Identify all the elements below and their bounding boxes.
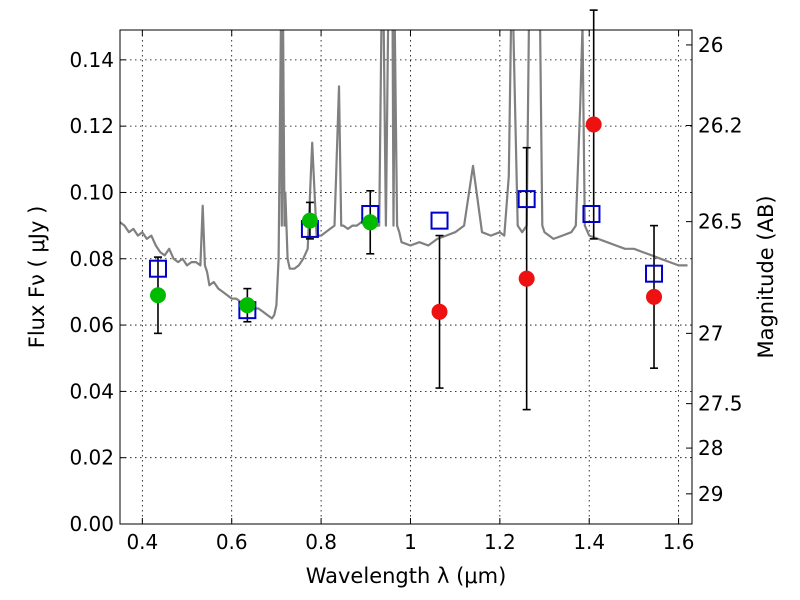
detection-point bbox=[362, 214, 379, 231]
y-tick-label: 0.00 bbox=[69, 512, 114, 536]
y2-tick-label: 26.2 bbox=[698, 113, 743, 137]
upper-point bbox=[585, 116, 602, 133]
y2-tick-label: 27 bbox=[698, 321, 723, 345]
y-tick-label: 0.14 bbox=[69, 48, 114, 72]
upper-point bbox=[431, 303, 448, 320]
x-tick-label: 1.6 bbox=[663, 530, 695, 554]
model-flux-square bbox=[517, 190, 536, 209]
detection-point bbox=[239, 297, 256, 314]
y-axis-label: Flux Fν ( μJy ) bbox=[25, 206, 49, 349]
y-tick-label: 0.04 bbox=[69, 379, 114, 403]
y2-tick-label: 29 bbox=[698, 482, 723, 506]
x-axis-label: Wavelength λ (μm) bbox=[306, 564, 507, 588]
axis-ticks: 0.4 0.6 0.8 1 1.2 1.4 1.6 0.00 0.02 0.04 0.06 0.08 0… bbox=[69, 30, 743, 554]
upper-point bbox=[646, 288, 663, 305]
y-tick-label: 0.12 bbox=[69, 114, 114, 138]
y2-tick-label: 27.5 bbox=[698, 392, 743, 416]
grid bbox=[120, 30, 692, 525]
model-flux-square bbox=[148, 259, 167, 278]
x-tick-label: 0.4 bbox=[126, 530, 158, 554]
model-flux-square bbox=[645, 264, 664, 283]
x-tick-label: 0.8 bbox=[305, 530, 337, 554]
plot-frame bbox=[119, 29, 693, 525]
y-tick-label: 0.10 bbox=[69, 180, 114, 204]
model-spectrum bbox=[120, 30, 688, 320]
y2-tick-label: 28 bbox=[698, 436, 723, 460]
y-tick-label: 0.08 bbox=[69, 247, 114, 271]
model-flux-square bbox=[582, 205, 601, 224]
upper-point bbox=[518, 270, 535, 287]
x-tick-label: 0.6 bbox=[216, 530, 248, 554]
detection-point bbox=[149, 287, 166, 304]
y-tick-label: 0.02 bbox=[69, 446, 114, 470]
y2-tick-label: 26.5 bbox=[698, 210, 743, 234]
y2-tick-label: 26 bbox=[698, 33, 723, 57]
y2-axis-label: Magnitude (AB) bbox=[754, 195, 778, 358]
y-tick-label: 0.06 bbox=[69, 313, 114, 337]
x-tick-label: 1.2 bbox=[484, 530, 516, 554]
x-tick-label: 1.4 bbox=[573, 530, 605, 554]
model-flux-square bbox=[430, 211, 449, 230]
photometry-points bbox=[148, 9, 664, 411]
spectrum-line bbox=[120, 30, 688, 320]
detection-point bbox=[301, 212, 318, 229]
x-tick-label: 1 bbox=[404, 530, 417, 554]
